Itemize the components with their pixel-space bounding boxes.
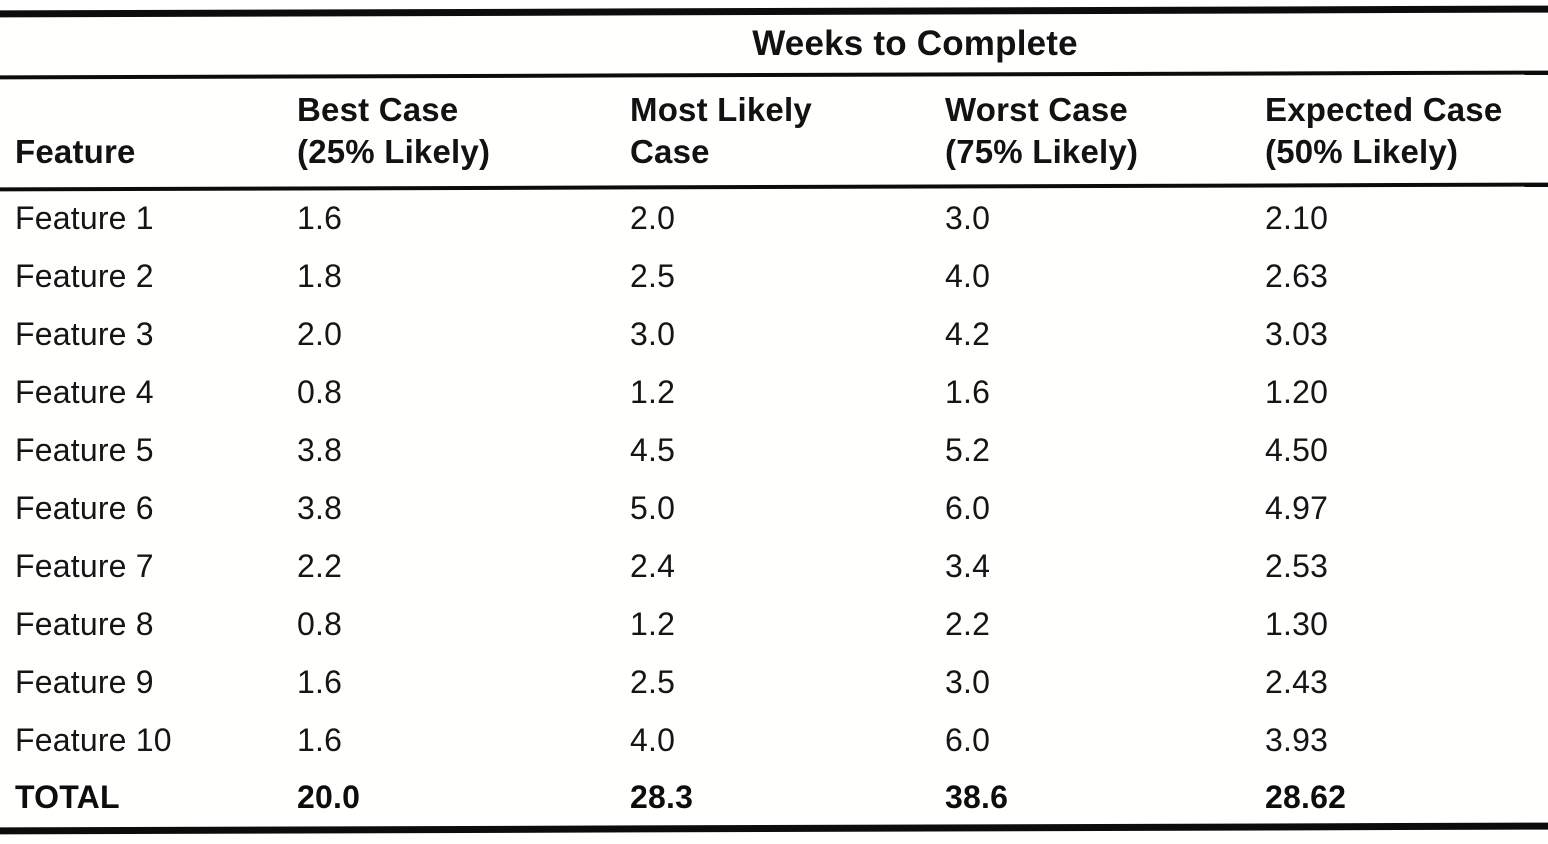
cell-most-likely: 1.2: [630, 373, 676, 410]
cell-worst-case: 3.0: [945, 663, 991, 700]
column-header-feature: Feature: [0, 77, 282, 185]
cell-worst-case: 5.2: [945, 431, 991, 468]
cell-best-case: 2.0: [297, 315, 343, 352]
total-row: TOTAL 20.0 28.3 38.6 28.62: [0, 769, 1548, 825]
total-expected-case: 28.62: [1265, 778, 1347, 815]
column-header-line1: Best Case: [297, 90, 459, 128]
cell-feature: Feature 6: [15, 489, 154, 526]
cell-most-likely: 5.0: [630, 489, 676, 526]
cell-feature: Feature 8: [15, 605, 154, 642]
column-header-line2: Case: [630, 132, 710, 170]
table-row: Feature 6 3.8 5.0 6.0 4.97: [0, 479, 1548, 537]
column-header-most-likely: Most Likely Case: [615, 77, 930, 185]
column-header-line2: (50% Likely): [1265, 132, 1459, 170]
cell-best-case: 2.2: [297, 547, 343, 584]
cell-feature: Feature 9: [15, 663, 154, 700]
cell-expected-case: 2.63: [1265, 257, 1329, 294]
cell-most-likely: 1.2: [630, 605, 676, 642]
column-header-line2: (75% Likely): [945, 132, 1139, 170]
cell-most-likely: 2.0: [630, 199, 676, 236]
cell-best-case: 3.8: [297, 431, 343, 468]
table-row: Feature 3 2.0 3.0 4.2 3.03: [0, 305, 1548, 363]
cell-worst-case: 4.2: [945, 315, 991, 352]
column-header-line1: Expected Case: [1265, 90, 1503, 128]
cell-expected-case: 4.50: [1265, 431, 1329, 468]
cell-expected-case: 2.10: [1265, 199, 1329, 236]
table-row: Feature 4 0.8 1.2 1.6 1.20: [0, 363, 1548, 421]
column-header-expected-case: Expected Case (50% Likely): [1250, 77, 1548, 185]
cell-worst-case: 3.0: [945, 199, 991, 236]
column-header-row: Feature Best Case (25% Likely) Most Like…: [0, 77, 1548, 185]
column-header-line1: Most Likely: [630, 90, 812, 128]
cell-expected-case: 3.03: [1265, 315, 1329, 352]
cell-best-case: 1.6: [297, 663, 343, 700]
total-best-case: 20.0: [297, 778, 361, 815]
cell-expected-case: 1.20: [1265, 373, 1329, 410]
table-row: Feature 9 1.6 2.5 3.0 2.43: [0, 653, 1548, 711]
table-row: Feature 5 3.8 4.5 5.2 4.50: [0, 421, 1548, 479]
table-row: Feature 10 1.6 4.0 6.0 3.93: [0, 711, 1548, 769]
column-header-line1: Worst Case: [945, 90, 1128, 128]
cell-feature: Feature 2: [15, 257, 154, 294]
cell-expected-case: 1.30: [1265, 605, 1329, 642]
column-header-best-case: Best Case (25% Likely): [282, 77, 615, 185]
total-most-likely: 28.3: [630, 778, 694, 815]
table-title: Weeks to Complete: [752, 24, 1078, 63]
cell-most-likely: 4.0: [630, 721, 676, 758]
column-header-worst-case: Worst Case (75% Likely): [930, 77, 1250, 185]
table-row: Feature 8 0.8 1.2 2.2 1.30: [0, 595, 1548, 653]
cell-worst-case: 3.4: [945, 547, 991, 584]
cell-expected-case: 3.93: [1265, 721, 1329, 758]
cell-most-likely: 2.4: [630, 547, 676, 584]
title-row: Weeks to Complete: [0, 15, 1548, 73]
cell-best-case: 0.8: [297, 373, 343, 410]
cell-feature: Feature 1: [15, 199, 154, 236]
cell-best-case: 0.8: [297, 605, 343, 642]
cell-worst-case: 4.0: [945, 257, 991, 294]
cell-expected-case: 2.43: [1265, 663, 1329, 700]
cell-feature: Feature 4: [15, 373, 154, 410]
cell-expected-case: 4.97: [1265, 489, 1329, 526]
cell-feature: Feature 5: [15, 431, 154, 468]
cell-feature: Feature 7: [15, 547, 154, 584]
table-row: Feature 7 2.2 2.4 3.4 2.53: [0, 537, 1548, 595]
total-worst-case: 38.6: [945, 778, 1009, 815]
cell-worst-case: 6.0: [945, 489, 991, 526]
table-row: Feature 1 1.6 2.0 3.0 2.10: [0, 189, 1548, 247]
cell-most-likely: 4.5: [630, 431, 676, 468]
total-label: TOTAL: [15, 778, 120, 815]
cell-best-case: 1.6: [297, 199, 343, 236]
column-header-line2: (25% Likely): [297, 132, 491, 170]
cell-feature: Feature 3: [15, 315, 154, 352]
cell-most-likely: 2.5: [630, 257, 676, 294]
cell-expected-case: 2.53: [1265, 547, 1329, 584]
cell-worst-case: 6.0: [945, 721, 991, 758]
cell-best-case: 1.6: [297, 721, 343, 758]
cell-feature: Feature 10: [15, 721, 172, 758]
cell-most-likely: 2.5: [630, 663, 676, 700]
cell-worst-case: 2.2: [945, 605, 991, 642]
table-row: Feature 2 1.8 2.5 4.0 2.63: [0, 247, 1548, 305]
cell-worst-case: 1.6: [945, 373, 991, 410]
cell-best-case: 1.8: [297, 257, 343, 294]
column-header-label: Feature: [15, 132, 136, 170]
table-body: Feature 1 1.6 2.0 3.0 2.10 Feature 2 1.8…: [0, 189, 1548, 769]
cell-best-case: 3.8: [297, 489, 343, 526]
cell-most-likely: 3.0: [630, 315, 676, 352]
title-spacer: [0, 15, 282, 73]
